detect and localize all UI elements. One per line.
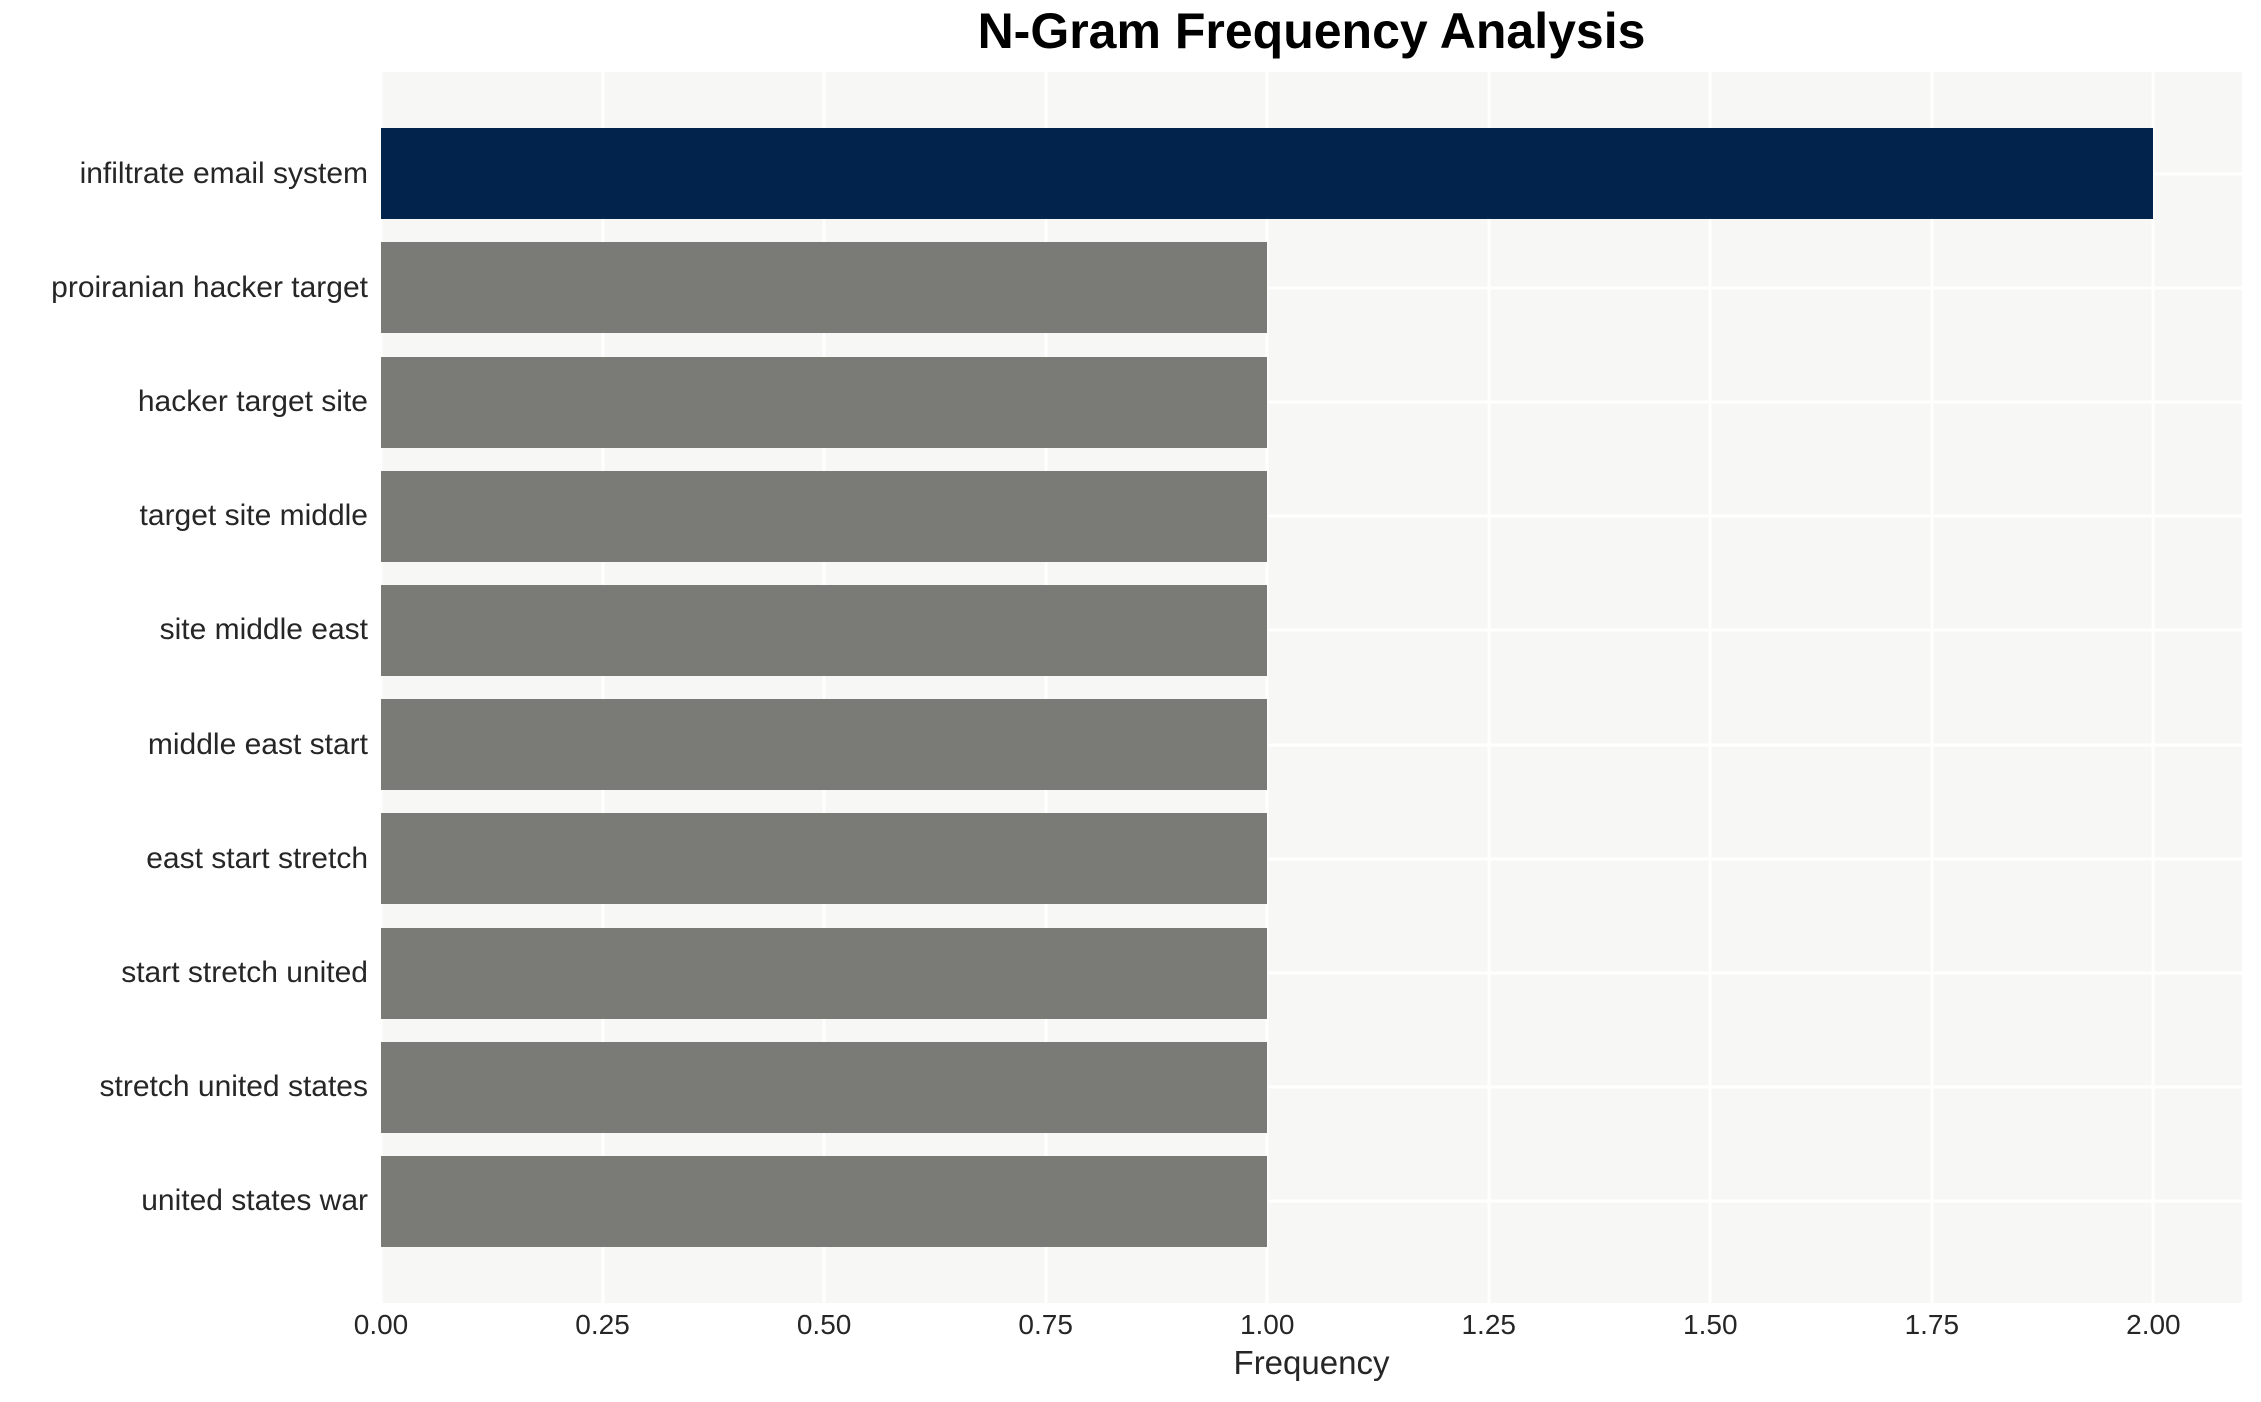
x-axis-label: Frequency — [1233, 1344, 1390, 1381]
category-label: proiranian hacker target — [51, 270, 368, 304]
x-axis-ticks: 0.00 0.25 0.50 0.75 1.00 1.25 1.50 1.75 2.00 — [354, 1309, 2242, 1345]
bar — [381, 1041, 1268, 1133]
gridline-horizontal — [381, 743, 2242, 747]
category-label: united states war — [141, 1184, 368, 1218]
category-label: hacker target site — [137, 385, 368, 418]
bar — [381, 128, 2154, 220]
bar — [381, 242, 1268, 334]
category-label: infiltrate email system — [79, 156, 368, 190]
gridline-vertical — [1487, 72, 1491, 1303]
gridline-horizontal — [381, 514, 2242, 518]
category-label: middle east start — [147, 727, 368, 761]
bar — [381, 699, 1268, 791]
category-label: start stretch united — [121, 956, 368, 989]
x-tick-label: 0.00 — [353, 1309, 409, 1340]
gridline-vertical — [822, 72, 826, 1303]
category-label: target site middle — [139, 499, 368, 533]
x-tick-label: 1.25 — [1461, 1309, 1516, 1340]
gridline-horizontal — [381, 400, 2242, 404]
chart-title: N-Gram Frequency Analysis — [977, 3, 1646, 59]
bar — [381, 927, 1268, 1019]
x-tick-label: 0.50 — [796, 1309, 852, 1340]
category-label: east start stretch — [146, 841, 368, 875]
gridline-vertical — [1044, 72, 1048, 1303]
bar — [381, 470, 1268, 562]
x-tick-label: 0.75 — [1018, 1309, 1073, 1340]
gridline-vertical — [379, 72, 383, 1303]
gridline-horizontal — [381, 1199, 2242, 1203]
category-label: stretch united states — [99, 1070, 368, 1104]
bar — [381, 1155, 1268, 1247]
bar — [381, 813, 1268, 905]
x-tick-label: 2.00 — [2126, 1309, 2181, 1340]
y-axis-labels: infiltrate email system proiranian hacker… — [0, 72, 368, 1303]
x-tick-label: 1.75 — [1904, 1309, 1960, 1340]
gridline-horizontal — [381, 628, 2242, 632]
category-label: site middle east — [159, 613, 368, 647]
gridline-horizontal — [381, 857, 2242, 861]
x-tick-label: 0.25 — [575, 1309, 630, 1340]
plot-area — [379, 72, 2242, 1303]
gridline-horizontal — [381, 1085, 2242, 1089]
x-tick-label: 1.50 — [1683, 1309, 1738, 1340]
gridline-vertical — [601, 72, 605, 1303]
gridline-horizontal — [381, 286, 2242, 290]
gridline-vertical — [1265, 72, 1269, 1303]
gridline-vertical — [1930, 72, 1934, 1303]
bar — [381, 356, 1268, 448]
gridline-vertical — [2151, 72, 2155, 1303]
gridline-horizontal — [381, 971, 2242, 975]
x-tick-label: 1.00 — [1239, 1309, 1295, 1340]
gridline-vertical — [1708, 72, 1712, 1303]
bar — [381, 584, 1268, 676]
